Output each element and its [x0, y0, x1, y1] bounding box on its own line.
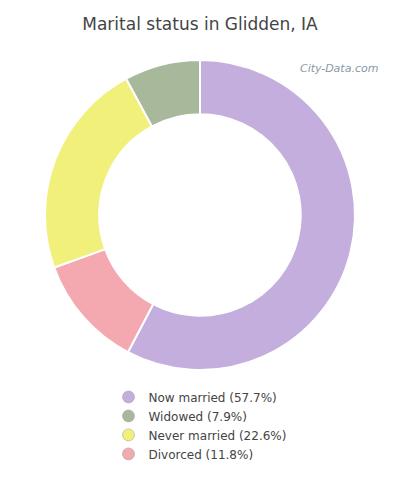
svg-text:City-Data.com: City-Data.com: [300, 62, 378, 75]
svg-text:Marital status in Glidden, IA: Marital status in Glidden, IA: [82, 14, 318, 34]
svg-text:Now married (57.7%): Now married (57.7%): [149, 391, 277, 405]
svg-text:Never married (22.6%): Never married (22.6%): [149, 429, 287, 443]
svg-text:Divorced (11.8%): Divorced (11.8%): [149, 448, 254, 462]
svg-text:Widowed (7.9%): Widowed (7.9%): [149, 410, 247, 424]
